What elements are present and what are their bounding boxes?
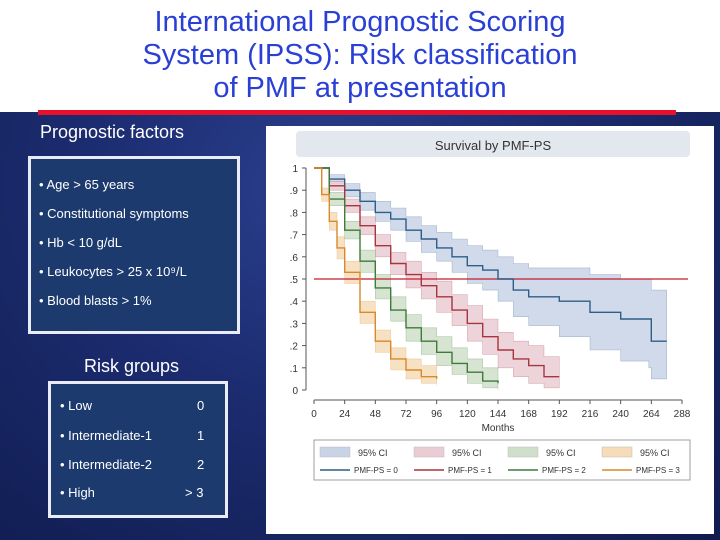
prognostic-factors-box: • Age > 65 years • Constitutional sympto… — [28, 156, 240, 334]
title-line: of PMF at presentation — [213, 72, 507, 104]
chart-title: Survival by PMF-PS — [435, 138, 552, 153]
y-tick-label: 1 — [292, 164, 298, 175]
x-tick-label: 168 — [520, 409, 537, 420]
y-tick-label: .1 — [290, 364, 299, 375]
title-area: International Prognostic Scoring System … — [0, 0, 720, 112]
legend-series-label: PMF-PS = 2 — [542, 466, 586, 475]
y-tick-label: .9 — [290, 186, 299, 197]
y-tick-label: .7 — [290, 231, 299, 242]
survival-line — [314, 167, 499, 384]
y-tick-label: 0 — [292, 386, 298, 397]
x-tick-label: 264 — [643, 409, 660, 420]
legend-ci-label: 95% CI — [452, 448, 482, 458]
ci-band — [314, 167, 667, 380]
legend-series-label: PMF-PS = 1 — [448, 466, 492, 475]
x-tick-label: 240 — [612, 409, 629, 420]
legend-series-label: PMF-PS = 0 — [354, 466, 398, 475]
y-tick-label: .4 — [290, 297, 299, 308]
x-tick-label: 0 — [311, 409, 317, 420]
chart-legend — [313, 439, 691, 481]
y-tick-label: .6 — [290, 253, 299, 264]
x-tick-label: 48 — [370, 409, 382, 420]
title-line: International Prognostic Scoring — [154, 6, 566, 38]
risk-group-score: 0 — [197, 398, 205, 413]
prognostic-factors-heading: Prognostic factors — [40, 122, 185, 142]
survival-line — [314, 167, 438, 379]
x-tick-label: 144 — [490, 409, 507, 420]
chart-title-bar — [296, 131, 690, 157]
x-tick-label: 72 — [400, 409, 412, 420]
legend-series-label: PMF-PS = 3 — [636, 466, 680, 475]
survival-chart-panel: Survival by PMF-PS 0 .1 .2 .3 .4 .5 .6 .7 .8 .9 1 0… — [266, 126, 714, 534]
legend-ci-swatch — [507, 446, 539, 458]
risk-group-score: 1 — [197, 428, 205, 443]
y-tick-label: .8 — [290, 208, 299, 219]
x-tick-label: 192 — [551, 409, 568, 420]
legend-ci-swatch — [601, 446, 633, 458]
y-tick-label: .5 — [290, 275, 299, 286]
x-axis-label: Months — [482, 423, 515, 434]
risk-groups-heading: Risk groups — [84, 356, 180, 376]
risk-groups-box: • Low 0 • Intermediate-1 1 • Intermediat… — [48, 381, 228, 518]
factor-item: • Hb < 10 g/dL — [39, 235, 122, 250]
survival-chart: Survival by PMF-PS 0 .1 .2 .3 .4 .5 .6 .7 .8 .9 1 0… — [290, 131, 691, 481]
x-tick-label: 216 — [582, 409, 599, 420]
legend-ci-swatch — [319, 446, 351, 458]
x-tick-label: 24 — [339, 409, 351, 420]
legend-ci-swatch — [413, 446, 445, 458]
risk-group-score: > 3 — [185, 485, 204, 500]
y-tick-label: .2 — [290, 342, 299, 353]
x-tick-label: 96 — [431, 409, 443, 420]
x-tick-label: 120 — [459, 409, 476, 420]
ci-band — [314, 167, 560, 389]
survival-line — [314, 167, 667, 342]
risk-group-score: 2 — [197, 457, 205, 472]
citation: Cervantes et al., Blood 2009;113:2895-29… — [470, 515, 686, 527]
x-tick-label: 288 — [674, 409, 691, 420]
factor-item: • Constitutional symptoms — [39, 206, 189, 221]
legend-ci-label: 95% CI — [546, 448, 576, 458]
factor-item: • Blood blasts > 1% — [39, 293, 152, 308]
y-tick-label: .3 — [290, 319, 299, 330]
risk-group-name: • Intermediate-2 — [60, 457, 152, 472]
risk-group-name: • High — [60, 485, 95, 500]
risk-group-name: • Intermediate-1 — [60, 428, 152, 443]
factor-item: • Leukocytes > 25 x 10⁹/L — [39, 264, 187, 279]
factor-item: • Age > 65 years — [39, 177, 135, 192]
survival-line — [314, 167, 560, 378]
title-underline — [38, 110, 676, 115]
legend-ci-label: 95% CI — [358, 448, 388, 458]
risk-group-name: • Low — [60, 398, 93, 413]
legend-ci-label: 95% CI — [640, 448, 670, 458]
title-line: System (IPSS): Risk classification — [142, 39, 578, 71]
slide-title: International Prognostic Scoring System … — [60, 6, 660, 105]
